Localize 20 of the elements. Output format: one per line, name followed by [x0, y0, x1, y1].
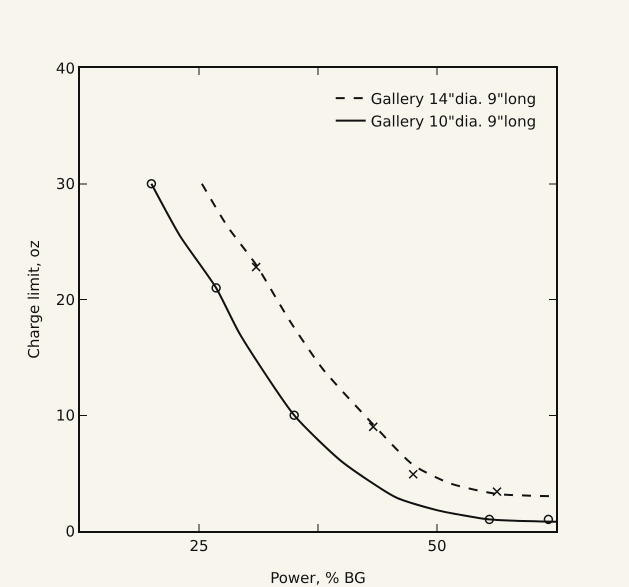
- y-tick-label: 40: [56, 59, 75, 78]
- point: [211, 283, 221, 293]
- y-axis-title: Charge limit, oz: [25, 240, 43, 359]
- point: [368, 422, 378, 432]
- point: [484, 514, 494, 524]
- point: [544, 514, 554, 524]
- y-tick-label: 10: [56, 406, 75, 424]
- x-tick-label: 50: [427, 537, 447, 555]
- point: [408, 470, 418, 480]
- y-tick-label: 30: [56, 175, 75, 193]
- x-tick-label: 25: [189, 537, 209, 555]
- point: [492, 486, 502, 496]
- point: [289, 410, 299, 420]
- legend-label: Gallery 14"dia. 9"long: [370, 90, 536, 108]
- y-tick-label: 20: [56, 290, 75, 309]
- x-axis-title: Power, % BG: [270, 569, 366, 587]
- legend-label: Gallery 10"dia. 9"long: [370, 112, 536, 130]
- point: [146, 179, 156, 188]
- y-tick-label: 0: [65, 522, 75, 540]
- point: [251, 262, 261, 272]
